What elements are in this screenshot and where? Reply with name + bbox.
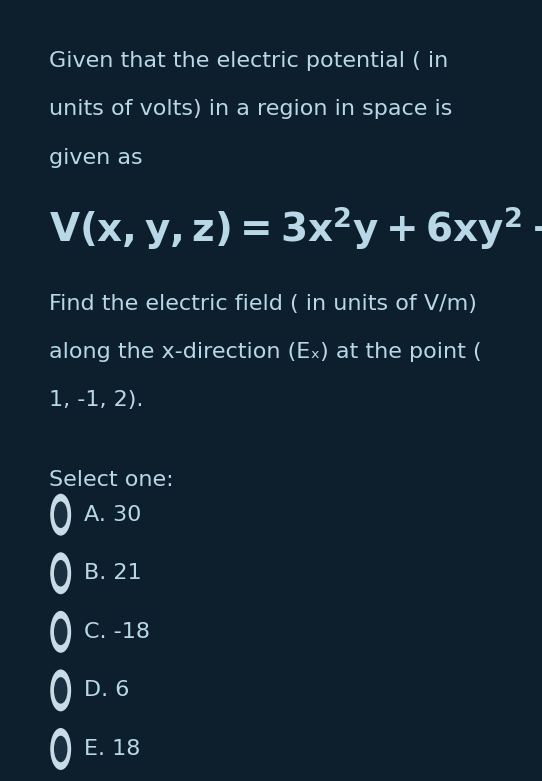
Text: B. 21: B. 21 (84, 563, 141, 583)
Text: Find the electric field ( in units of V/m): Find the electric field ( in units of V/… (49, 294, 476, 314)
Text: along the x-direction (Eₓ) at the point (: along the x-direction (Eₓ) at the point … (49, 342, 481, 362)
Text: $\mathregular{V(x,y,z) = 3x^2y+6xy^2+9xyz}$: $\mathregular{V(x,y,z) = 3x^2y+6xy^2+9xy… (49, 204, 542, 251)
Text: Select one:: Select one: (49, 470, 173, 490)
Text: D. 6: D. 6 (84, 680, 130, 701)
Text: units of volts) in a region in space is: units of volts) in a region in space is (49, 99, 452, 119)
Text: A. 30: A. 30 (84, 505, 141, 525)
Text: C. -18: C. -18 (84, 622, 150, 642)
Text: Given that the electric potential ( in: Given that the electric potential ( in (49, 51, 448, 71)
Text: given as: given as (49, 148, 143, 168)
Text: E. 18: E. 18 (84, 739, 140, 759)
Text: 1, -1, 2).: 1, -1, 2). (49, 390, 143, 411)
